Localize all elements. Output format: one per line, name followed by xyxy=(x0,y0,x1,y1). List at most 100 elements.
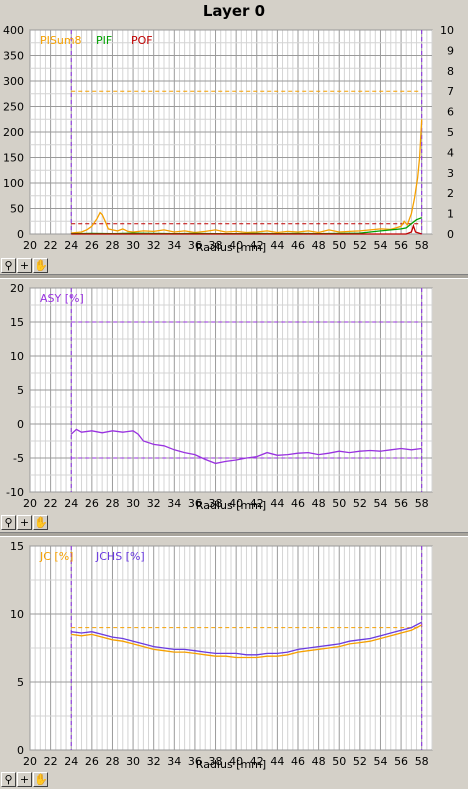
y-tick-label: 5 xyxy=(17,676,24,689)
y-tick-label: 350 xyxy=(3,50,24,63)
x-tick-label: 22 xyxy=(44,755,58,768)
x-tick-label: 24 xyxy=(64,239,78,252)
x-tick-label: 36 xyxy=(188,497,202,510)
y-tick-label: 200 xyxy=(3,126,24,139)
x-tick-label: 28 xyxy=(105,239,119,252)
hand-icon[interactable]: ✋ xyxy=(33,772,48,787)
x-tick-label: 38 xyxy=(209,755,223,768)
legend-entry: JC [%] xyxy=(39,550,73,563)
x-tick-label: 40 xyxy=(229,239,243,252)
legend-entry: PISum8 xyxy=(40,34,82,47)
x-tick-label: 30 xyxy=(126,239,140,252)
legend-entry: ASY [%] xyxy=(40,292,84,305)
x-tick-label: 38 xyxy=(209,497,223,510)
legend-entry: PIF xyxy=(96,34,112,47)
x-tick-label: 42 xyxy=(250,755,264,768)
x-tick-label: 44 xyxy=(270,755,284,768)
x-tick-label: 52 xyxy=(353,755,367,768)
y-tick-label-right: 5 xyxy=(447,126,454,139)
chart-toolbar: ⚲ + ✋ xyxy=(1,772,48,788)
x-tick-label: 34 xyxy=(167,239,181,252)
y-tick-label-right: 6 xyxy=(447,106,454,119)
x-tick-label: 50 xyxy=(332,497,346,510)
x-tick-label: 42 xyxy=(250,239,264,252)
zoom-icon[interactable]: ⚲ xyxy=(1,772,16,787)
x-axis-label: Radius [mm] xyxy=(196,499,266,512)
series-line-jc- xyxy=(71,624,423,659)
x-tick-label: 46 xyxy=(291,755,305,768)
x-tick-label: 28 xyxy=(105,497,119,510)
x-tick-label: 46 xyxy=(291,239,305,252)
x-tick-label: 32 xyxy=(147,755,161,768)
chart-toolbar: ⚲ + ✋ xyxy=(1,258,48,274)
y-tick-label: 250 xyxy=(3,101,24,114)
x-tick-label: 58 xyxy=(415,497,429,510)
x-tick-label: 38 xyxy=(209,239,223,252)
y-tick-label-right: 2 xyxy=(447,187,454,200)
zoom-icon[interactable]: ⚲ xyxy=(1,515,16,530)
jc-chart: 0 5 10 15 20 22 24 26 28 30 32 34 36 38 40 42 44 46 48 50 52… xyxy=(10,540,433,771)
y-tick-label-right: 9 xyxy=(447,44,454,57)
y-tick-label: 5 xyxy=(17,384,24,397)
chart-toolbar: ⚲ + ✋ xyxy=(1,515,48,531)
panel-divider[interactable] xyxy=(0,274,468,279)
x-tick-label: 30 xyxy=(126,755,140,768)
y-tick-label-right: 3 xyxy=(447,167,454,180)
x-tick-label: 36 xyxy=(188,755,202,768)
y-tick-label: 0 xyxy=(17,228,24,241)
y-tick-label: 10 xyxy=(10,608,24,621)
y-tick-label: 100 xyxy=(3,177,24,190)
x-tick-label: 40 xyxy=(229,755,243,768)
y-tick-label: 150 xyxy=(3,152,24,165)
y-tick-label: 50 xyxy=(10,203,24,216)
crosshair-icon[interactable]: + xyxy=(17,772,32,787)
series-line-pof xyxy=(71,223,422,235)
y-tick-label: -10 xyxy=(6,486,24,499)
series-line-jchs- xyxy=(71,621,423,656)
window-title: Layer 0 xyxy=(0,0,468,22)
y-tick-label: 300 xyxy=(3,75,24,88)
y-tick-label-right: 4 xyxy=(447,146,454,159)
crosshair-icon[interactable]: + xyxy=(17,258,32,273)
hand-icon[interactable]: ✋ xyxy=(33,515,48,530)
x-tick-label: 46 xyxy=(291,497,305,510)
x-tick-label: 26 xyxy=(85,239,99,252)
x-tick-label: 22 xyxy=(44,497,58,510)
x-tick-label: 50 xyxy=(332,239,346,252)
x-tick-label: 48 xyxy=(312,755,326,768)
hand-icon[interactable]: ✋ xyxy=(33,258,48,273)
crosshair-icon[interactable]: + xyxy=(17,515,32,530)
y-tick-label-right: 0 xyxy=(447,228,454,241)
zoom-icon[interactable]: ⚲ xyxy=(1,258,16,273)
x-tick-label: 28 xyxy=(105,755,119,768)
x-tick-label: 52 xyxy=(353,497,367,510)
x-tick-label: 22 xyxy=(44,239,58,252)
y-tick-label: 15 xyxy=(10,540,24,553)
y-tick-label-right: 7 xyxy=(447,85,454,98)
series-line-asy- xyxy=(70,428,422,465)
x-axis-label: Radius [mm] xyxy=(196,758,266,771)
legend-entry: POF xyxy=(131,34,153,47)
x-axis-label: Radius [mm] xyxy=(196,241,266,254)
x-tick-label: 30 xyxy=(126,497,140,510)
x-tick-label: 24 xyxy=(64,755,78,768)
x-tick-label: 56 xyxy=(394,497,408,510)
x-tick-label: 34 xyxy=(167,497,181,510)
x-tick-label: 36 xyxy=(188,239,202,252)
x-tick-label: 54 xyxy=(373,239,387,252)
panel-divider[interactable] xyxy=(0,532,468,537)
y-tick-label: -5 xyxy=(13,452,24,465)
x-tick-label: 54 xyxy=(373,755,387,768)
x-tick-label: 26 xyxy=(85,497,99,510)
x-tick-label: 48 xyxy=(312,497,326,510)
x-tick-label: 52 xyxy=(353,239,367,252)
x-tick-label: 54 xyxy=(373,497,387,510)
y-tick-label-right: 8 xyxy=(447,65,454,78)
x-tick-label: 40 xyxy=(229,497,243,510)
x-tick-label: 20 xyxy=(23,239,37,252)
y-tick-label: 0 xyxy=(17,744,24,757)
x-tick-label: 32 xyxy=(147,239,161,252)
x-tick-label: 56 xyxy=(394,239,408,252)
asy-chart: -10 -5 0 5 10 15 20 20 22 24 26 28 30 32 34 36 38 40 42 44 4… xyxy=(6,282,433,512)
x-tick-label: 44 xyxy=(270,239,284,252)
